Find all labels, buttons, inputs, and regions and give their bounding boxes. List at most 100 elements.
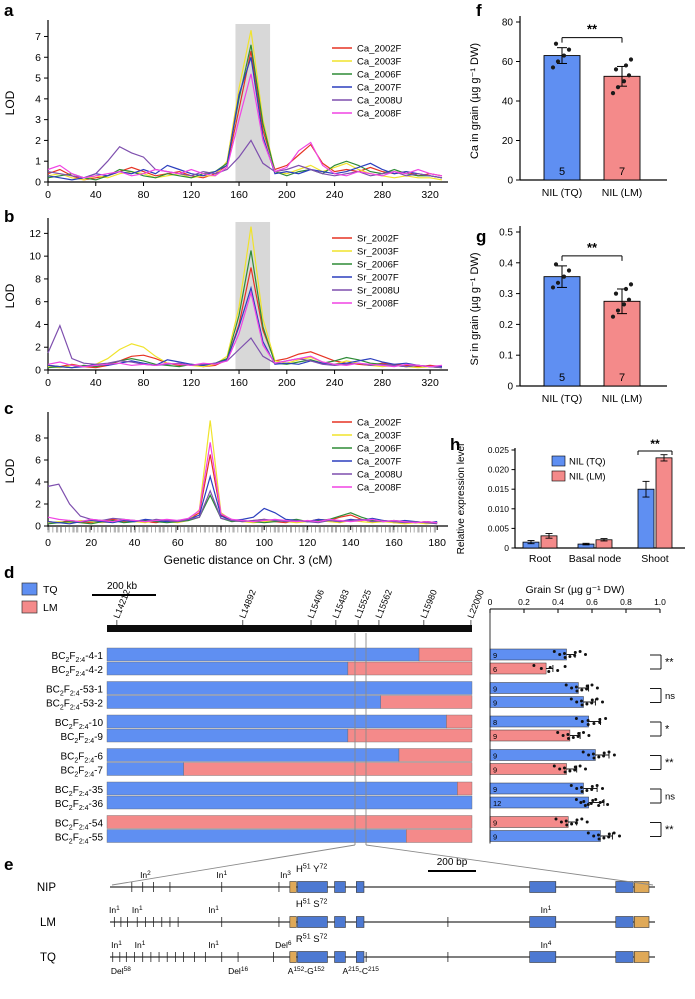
svg-text:In3: In3 xyxy=(280,870,291,880)
svg-text:L14892: L14892 xyxy=(237,588,258,620)
svg-text:In1: In1 xyxy=(208,905,219,915)
svg-text:320: 320 xyxy=(421,377,439,389)
svg-text:Ca_2007F: Ca_2007F xyxy=(357,457,402,468)
svg-text:60: 60 xyxy=(502,57,514,68)
svg-text:0: 0 xyxy=(507,176,513,187)
svg-text:NIL (LM): NIL (LM) xyxy=(602,393,642,405)
svg-text:0.020: 0.020 xyxy=(488,465,510,475)
svg-text:7: 7 xyxy=(619,372,625,384)
svg-text:BC2F2:4-36: BC2F2:4-36 xyxy=(55,799,104,812)
svg-text:Del6: Del6 xyxy=(275,940,292,950)
svg-text:0.010: 0.010 xyxy=(488,504,510,514)
svg-text:L15980: L15980 xyxy=(418,588,439,620)
svg-text:**: ** xyxy=(665,657,674,669)
svg-text:9: 9 xyxy=(493,752,497,761)
svg-text:LM: LM xyxy=(43,602,58,614)
svg-text:BC2F2:4-54: BC2F2:4-54 xyxy=(55,819,104,832)
svg-text:6: 6 xyxy=(35,455,41,467)
svg-text:L15483: L15483 xyxy=(330,588,351,620)
svg-text:Sr_2006F: Sr_2006F xyxy=(357,260,399,271)
svg-text:Ca_2003F: Ca_2003F xyxy=(357,57,402,68)
svg-text:12: 12 xyxy=(29,228,41,240)
svg-text:0.025: 0.025 xyxy=(488,445,510,455)
svg-text:Sr_2003F: Sr_2003F xyxy=(357,247,399,258)
svg-text:**: ** xyxy=(587,22,598,37)
panel-label-h: h xyxy=(450,435,461,454)
svg-text:H51 Y72: H51 Y72 xyxy=(296,864,327,876)
svg-text:40: 40 xyxy=(90,377,102,389)
svg-text:0.4: 0.4 xyxy=(499,258,513,269)
svg-text:Del16: Del16 xyxy=(228,966,248,976)
svg-text:100: 100 xyxy=(255,537,273,549)
svg-text:NIL (TQ): NIL (TQ) xyxy=(569,457,606,468)
panel-label-f: f xyxy=(476,1,482,20)
svg-text:*: * xyxy=(665,724,670,736)
svg-text:BC2F2:4-6: BC2F2:4-6 xyxy=(60,752,103,765)
svg-text:A215-C215: A215-C215 xyxy=(343,966,380,976)
svg-text:20: 20 xyxy=(85,537,97,549)
svg-text:LM: LM xyxy=(40,917,56,929)
svg-text:BC2F2:4-4-1: BC2F2:4-4-1 xyxy=(52,651,104,664)
svg-text:Root: Root xyxy=(529,553,551,565)
svg-text:9: 9 xyxy=(493,833,497,842)
svg-text:9: 9 xyxy=(493,766,497,775)
svg-text:L22000: L22000 xyxy=(465,588,486,620)
svg-text:7: 7 xyxy=(619,166,625,178)
svg-text:0: 0 xyxy=(45,377,51,389)
svg-text:**: ** xyxy=(650,437,660,451)
panel-label-g: g xyxy=(476,227,487,246)
svg-text:0.6: 0.6 xyxy=(586,597,598,607)
svg-text:NIL (LM): NIL (LM) xyxy=(602,187,642,199)
svg-text:2: 2 xyxy=(35,135,41,147)
svg-text:Sr in grain (µg g⁻¹ DW): Sr in grain (µg g⁻¹ DW) xyxy=(469,253,481,366)
svg-text:0.4: 0.4 xyxy=(552,597,564,607)
svg-text:4: 4 xyxy=(35,477,41,489)
svg-text:7: 7 xyxy=(35,31,41,43)
svg-text:LOD: LOD xyxy=(3,458,17,483)
bar-chart-expression: 0 0.005 0.010 0.015 0.020 0.025 Relative expre… xyxy=(456,437,685,565)
svg-text:Genetic distance on Chr. 3 (cM: Genetic distance on Chr. 3 (cM) xyxy=(164,553,333,567)
svg-text:5: 5 xyxy=(559,166,565,178)
svg-text:160: 160 xyxy=(385,537,403,549)
svg-text:In1: In1 xyxy=(109,905,120,915)
svg-text:NIP: NIP xyxy=(37,882,57,894)
svg-text:20: 20 xyxy=(502,136,514,147)
svg-text:Ca in grain (µg g⁻¹ DW): Ca in grain (µg g⁻¹ DW) xyxy=(469,43,481,159)
svg-text:TQ: TQ xyxy=(40,952,56,964)
svg-text:9: 9 xyxy=(493,651,497,660)
svg-text:BC2F2:4-55: BC2F2:4-55 xyxy=(55,833,104,846)
svg-text:Ca_2002F: Ca_2002F xyxy=(357,418,402,429)
svg-text:Sr_2007F: Sr_2007F xyxy=(357,273,399,284)
svg-text:140: 140 xyxy=(342,537,360,549)
svg-text:0: 0 xyxy=(507,382,513,393)
svg-text:0: 0 xyxy=(45,537,51,549)
svg-text:BC2F2:4-9: BC2F2:4-9 xyxy=(60,732,103,745)
svg-text:6: 6 xyxy=(35,52,41,64)
svg-text:1.0: 1.0 xyxy=(654,597,666,607)
svg-text:200: 200 xyxy=(278,189,296,201)
svg-text:NIL (TQ): NIL (TQ) xyxy=(542,187,582,199)
svg-text:0.015: 0.015 xyxy=(488,484,510,494)
svg-text:12: 12 xyxy=(493,799,501,808)
svg-text:5: 5 xyxy=(35,73,41,85)
svg-text:0.2: 0.2 xyxy=(518,597,530,607)
svg-text:L15406: L15406 xyxy=(306,588,327,620)
svg-text:9: 9 xyxy=(493,819,497,828)
svg-text:80: 80 xyxy=(138,377,150,389)
svg-text:R51 S72: R51 S72 xyxy=(296,934,328,946)
svg-text:BC2F2:4-7: BC2F2:4-7 xyxy=(60,766,103,779)
svg-text:40: 40 xyxy=(502,97,514,108)
svg-text:9: 9 xyxy=(493,685,497,694)
lod-chart-ca-genome: 0 1 2 3 4 5 6 7 0 40 80 120 160 200 240 280 320 LOD Ca_200… xyxy=(3,20,448,201)
svg-text:L15562: L15562 xyxy=(374,588,395,620)
svg-text:4: 4 xyxy=(35,93,41,105)
panel-label-c: c xyxy=(4,399,14,418)
svg-text:240: 240 xyxy=(326,189,344,201)
svg-text:A152-G152: A152-G152 xyxy=(288,966,325,976)
svg-text:0.2: 0.2 xyxy=(499,320,513,331)
svg-text:Ca_2008F: Ca_2008F xyxy=(357,483,402,494)
svg-text:Ca_2006F: Ca_2006F xyxy=(357,70,402,81)
bar-chart-sr-grain: 0 0.1 0.2 0.3 0.4 0.5 Sr in grain (µg g⁻¹ DW) 5… xyxy=(469,226,667,405)
